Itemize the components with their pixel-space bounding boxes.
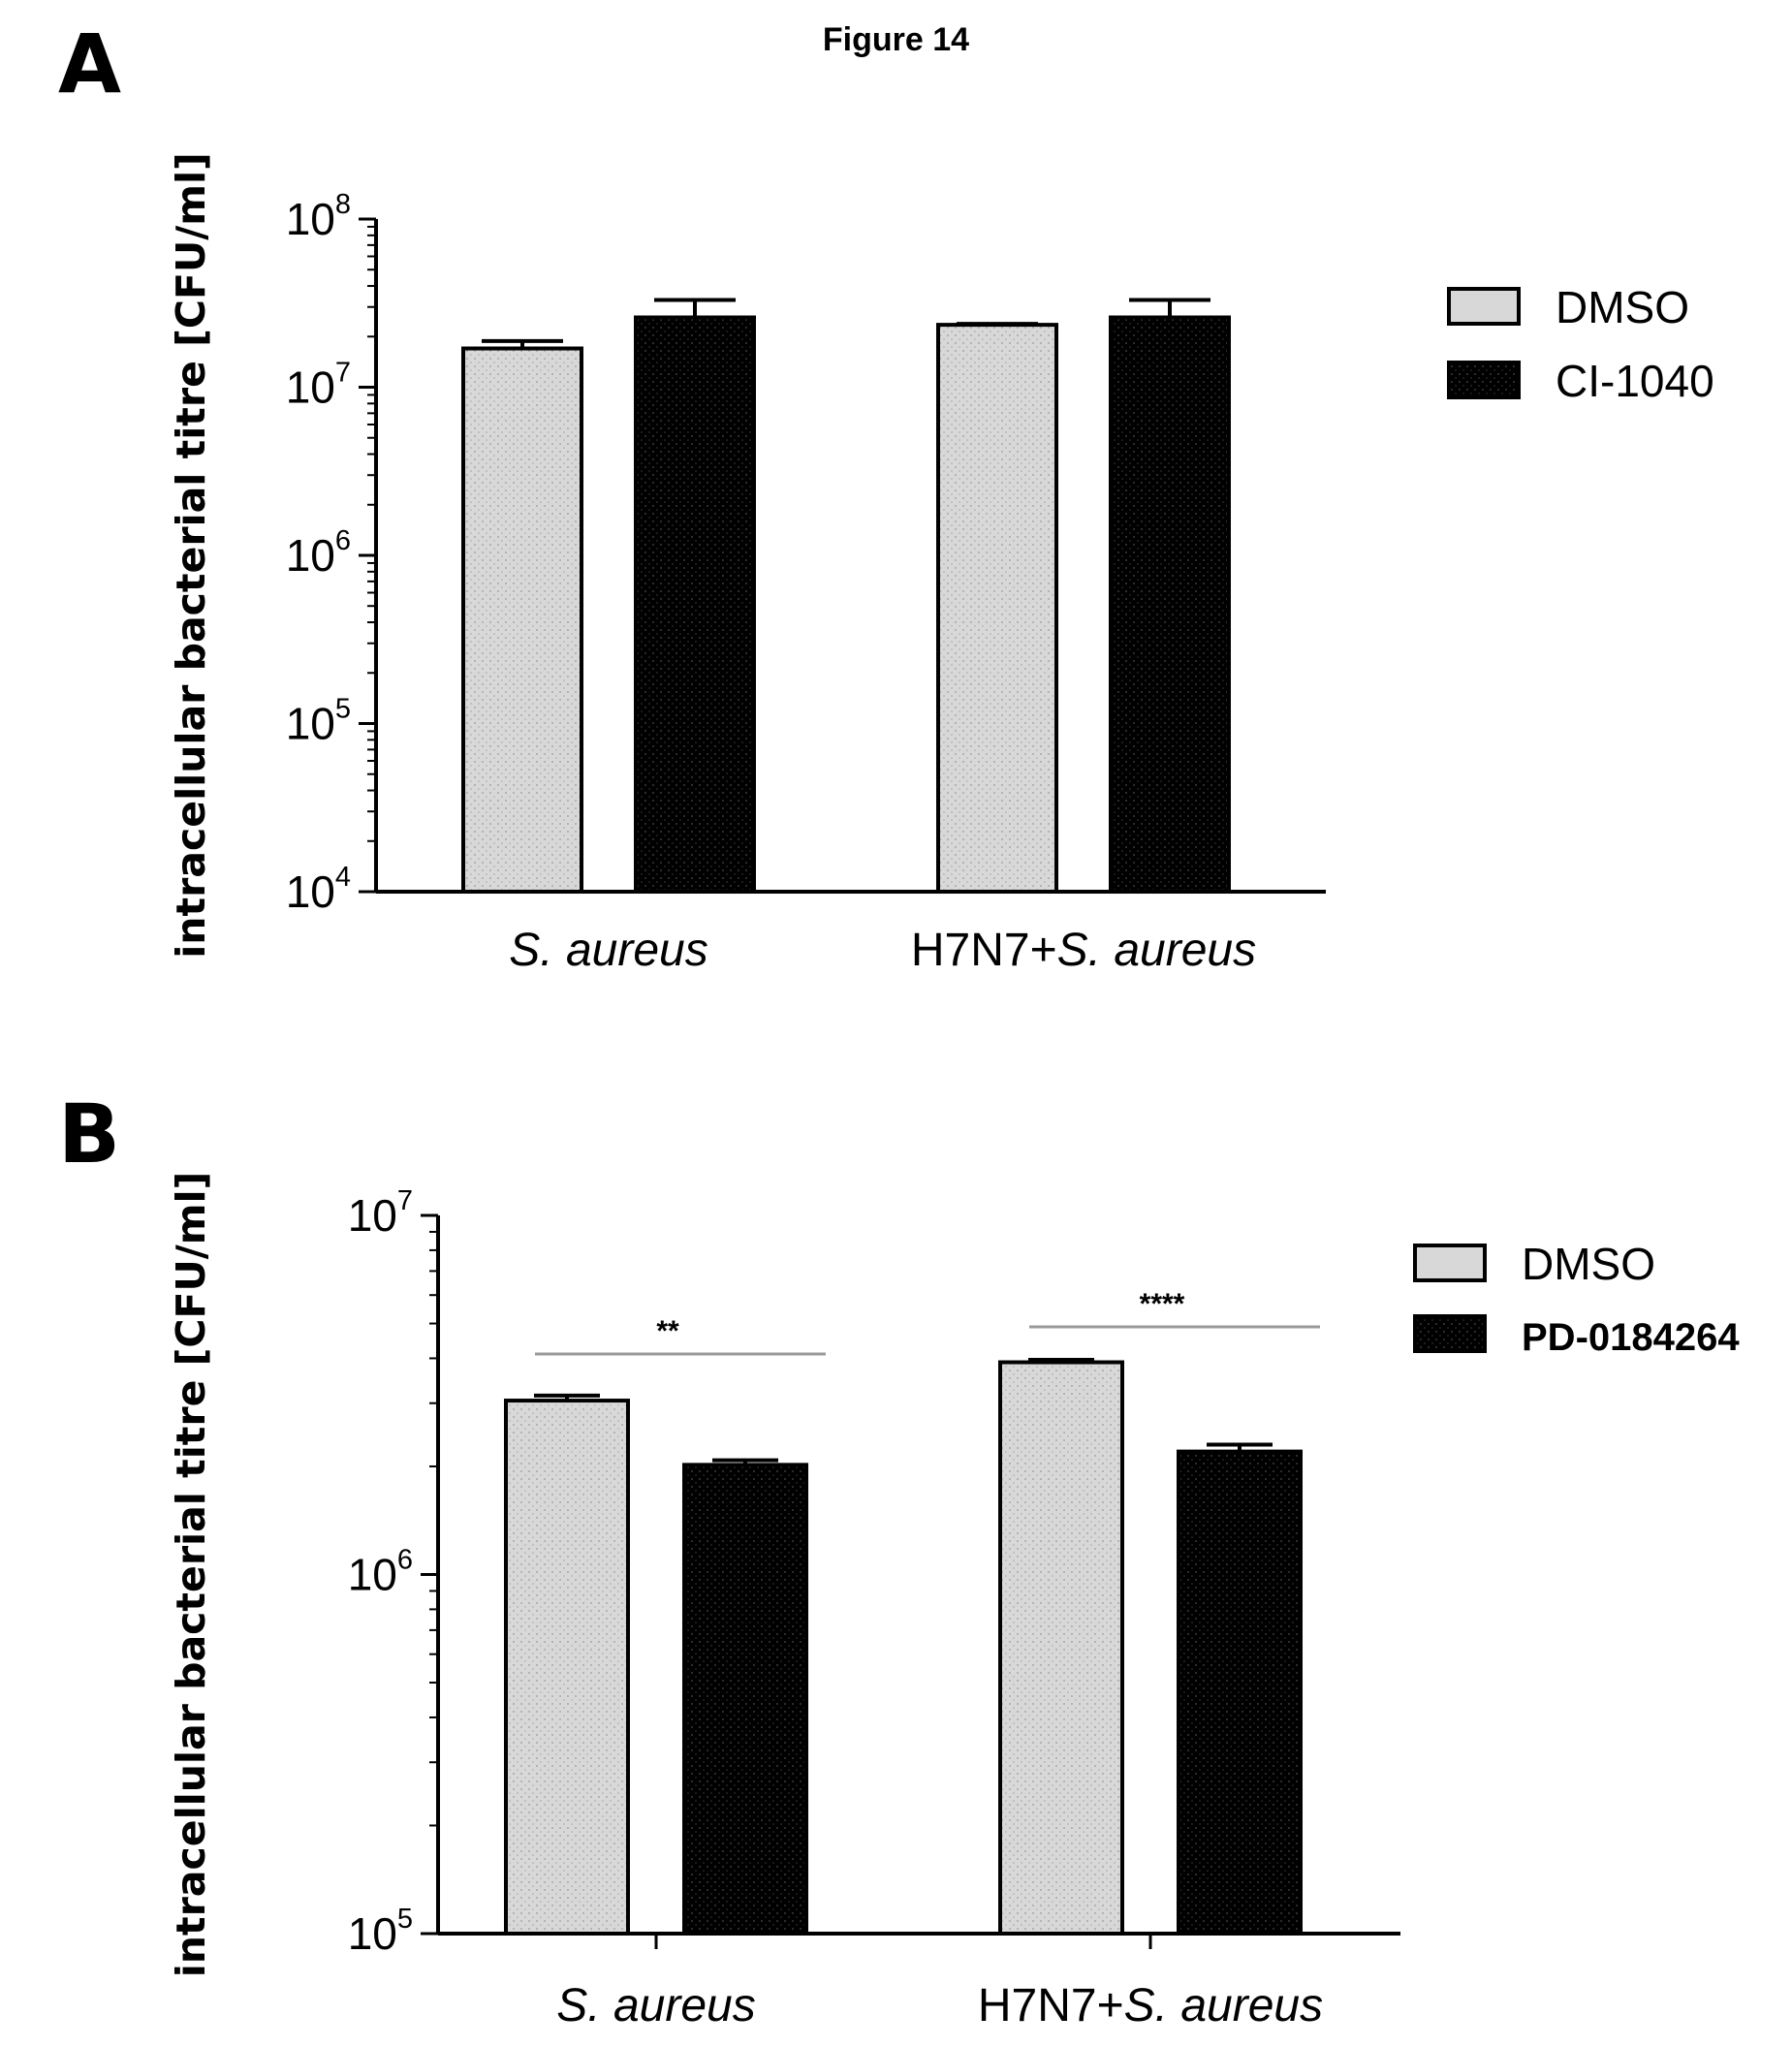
y-tick-label: 105 (286, 694, 351, 749)
x-category-label: S. aureus (509, 925, 707, 976)
category-italic-name: S. aureus (1057, 925, 1256, 976)
significance-stars: ** (656, 1315, 679, 1347)
legend-swatch-dmso (1447, 287, 1521, 326)
y-tick-label: 106 (286, 525, 351, 581)
y-tick-base: 10 (286, 194, 335, 244)
x-category-label: S. aureus (556, 1980, 755, 2031)
y-tick-label: 104 (286, 862, 351, 917)
chart-panel-a: intracellular bacterial titre [CFU/ml] 10… (168, 152, 1714, 976)
panel-letter-a: A (58, 16, 122, 111)
y-tick-base: 10 (286, 362, 335, 413)
y-axis-label: intracellular bacterial titre [CFU/ml] (168, 152, 214, 959)
category-prefix: H7N7+ (978, 1980, 1124, 2031)
bar-dmso (936, 323, 1058, 894)
y-tick-exponent: 6 (397, 1545, 413, 1576)
y-tick-label: 107 (286, 358, 351, 413)
y-tick-base: 10 (348, 1908, 397, 1959)
bar-inhibitor (1177, 1449, 1303, 1936)
legend-swatch-inhibitor (1413, 1314, 1487, 1353)
y-tick-exponent: 4 (335, 862, 351, 893)
legend-swatch-inhibitor (1447, 361, 1521, 399)
x-category-label: H7N7+S. aureus (911, 925, 1256, 976)
legend-swatch-dmso (1413, 1244, 1487, 1282)
y-tick-exponent: 6 (335, 525, 351, 556)
category-italic-name: S. aureus (556, 1980, 755, 2031)
y-tick-label: 106 (348, 1545, 413, 1600)
x-category-label: H7N7+S. aureus (978, 1980, 1323, 2031)
y-tick-exponent: 5 (397, 1904, 413, 1935)
legend-label: DMSO (1522, 1239, 1655, 1289)
legend-label: DMSO (1556, 282, 1689, 332)
significance-stars: **** (1140, 1288, 1185, 1320)
category-italic-name: S. aureus (1124, 1980, 1323, 2031)
legend-label: PD-0184264 (1522, 1316, 1740, 1359)
y-tick-label: 107 (348, 1185, 413, 1241)
bar-inhibitor (1109, 315, 1231, 894)
y-tick-base: 10 (348, 1190, 397, 1241)
panel-letter-b: B (58, 1086, 121, 1181)
y-tick-exponent: 5 (335, 694, 351, 725)
y-axis-label: intracellular bacterial titre [CFU/ml] (168, 1172, 214, 1978)
bar-dmso (998, 1360, 1124, 1936)
bar-dmso (504, 1399, 630, 1936)
legend-label: CI-1040 (1556, 356, 1714, 406)
y-tick-label: 105 (348, 1904, 413, 1959)
y-tick-base: 10 (348, 1550, 397, 1600)
y-tick-base: 10 (286, 699, 335, 749)
y-tick-exponent: 7 (335, 358, 351, 389)
y-tick-base: 10 (286, 530, 335, 581)
y-tick-exponent: 7 (397, 1185, 413, 1216)
bar-dmso (461, 346, 583, 895)
category-prefix: H7N7+ (911, 925, 1057, 976)
y-tick-base: 10 (286, 866, 335, 917)
y-tick-exponent: 8 (335, 189, 351, 220)
chart-panel-b: intracellular bacterial titre [CFU/ml] 10… (168, 1172, 1740, 2031)
bar-inhibitor (682, 1463, 808, 1936)
y-tick-label: 108 (286, 189, 351, 244)
category-italic-name: S. aureus (509, 925, 707, 976)
figure-title: Figure 14 (822, 21, 970, 58)
bar-inhibitor (634, 315, 756, 894)
